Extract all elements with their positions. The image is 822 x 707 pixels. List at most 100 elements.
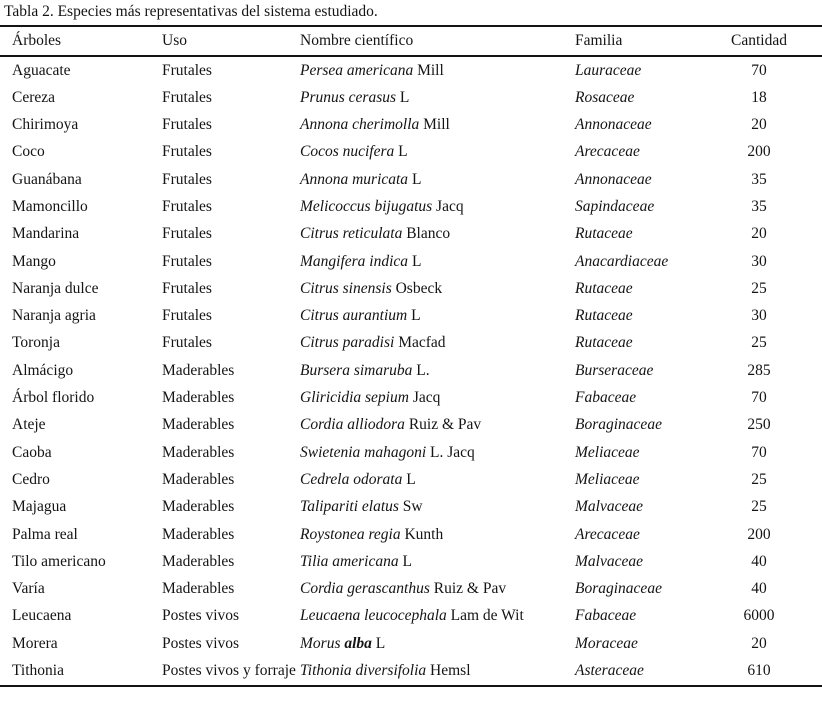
table-row: Mango Frutales Mangifera indica L Anacardia… — [0, 248, 822, 275]
scientific-name: Annona cherimolla — [300, 116, 420, 134]
cell-uso: Frutales — [162, 334, 212, 352]
table-row: Naranja agria Frutales Citrus aurantium L R… — [0, 303, 822, 330]
cell-arbol: Mandarina — [12, 225, 80, 243]
cell-cantidad: 70 — [751, 443, 767, 461]
cell-cantidad: 20 — [751, 116, 767, 134]
cell-arbol: Leucaena — [12, 607, 72, 625]
cell-nombre-cientifico: Tilia americana L — [300, 552, 412, 570]
table-row: Mamoncillo Frutales Melicoccus bijugatus J… — [0, 193, 822, 220]
scientific-name: Cedrela odorata — [300, 470, 403, 488]
cell-cantidad: 30 — [751, 252, 767, 270]
cell-familia: Boraginaceae — [575, 576, 722, 603]
family-name: Malvaceae — [575, 498, 643, 516]
family-name: Burseraceae — [575, 361, 654, 379]
cell-familia: Burseraceae — [575, 357, 722, 384]
table-body: Aguacate Frutales Persea americana Mill Lau… — [0, 56, 822, 686]
cell-uso: Frutales — [162, 225, 212, 243]
cell-cantidad: 610 — [747, 662, 771, 680]
cell-nombre-cientifico: Cedrela odorata L — [300, 470, 416, 488]
cell-familia: Fabaceae — [575, 603, 722, 630]
scientific-name: Cocos nucifera — [300, 143, 395, 161]
scientific-name: Morus — [300, 634, 341, 652]
scientific-name: Tithonia diversifolia — [300, 662, 427, 680]
family-name: Rutaceae — [575, 334, 633, 352]
table-row: Coco Frutales Cocos nucifera L Arecaceae 200 — [0, 139, 822, 166]
table-row: Chirimoya Frutales Annona cherimolla Mill A… — [0, 112, 822, 139]
family-name: Arecaceae — [575, 525, 640, 543]
scientific-name: Citrus aurantium — [300, 307, 408, 325]
table-row: Majagua Maderables Talipariti elatus Sw Mal… — [0, 494, 822, 521]
column-header-uso: Uso — [162, 32, 187, 49]
cell-arbol: Caoba — [12, 443, 52, 461]
cell-familia: Rutaceae — [575, 330, 722, 357]
table-row: Tithonia Postes vivos y forraje Tithonia d… — [0, 658, 822, 686]
cell-familia: Moraceae — [575, 630, 722, 657]
cell-cantidad: 25 — [751, 498, 767, 516]
table-row: Almácigo Maderables Bursera simaruba L. Bur… — [0, 357, 822, 384]
table-row: Cereza Frutales Prunus cerasus L Rosaceae 18 — [0, 84, 822, 111]
table-row: Morera Postes vivos Morus alba L Moraceae 20 — [0, 630, 822, 657]
cell-cantidad: 40 — [751, 580, 767, 598]
table-row: Naranja dulce Frutales Citrus sinensis Osb… — [0, 275, 822, 302]
cell-arbol: Tithonia — [12, 662, 64, 680]
table-row: Toronja Frutales Citrus paradisi Macfad Rut… — [0, 330, 822, 357]
cell-arbol: Palma real — [12, 525, 78, 543]
scientific-name: Swietenia mahagoni — [300, 443, 427, 461]
cell-cantidad: 30 — [751, 307, 767, 325]
cell-nombre-cientifico: Citrus sinensis Osbeck — [300, 279, 443, 297]
scientific-name: Roystonea regia — [300, 525, 401, 543]
family-name: Rutaceae — [575, 279, 633, 297]
scientific-name: Mangifera indica — [300, 252, 409, 270]
family-name: Moraceae — [575, 634, 638, 652]
cell-familia: Lauraceae — [575, 56, 722, 84]
cell-arbol: Toronja — [12, 334, 60, 352]
cell-nombre-cientifico: Roystonea regia Kunth — [300, 525, 444, 543]
family-name: Meliaceae — [575, 470, 640, 488]
cell-arbol: Ateje — [12, 416, 46, 434]
column-header-familia: Familia — [575, 32, 623, 49]
cell-arbol: Naranja dulce — [12, 279, 99, 297]
table-row: Ateje Maderables Cordia alliodora Ruiz & P… — [0, 412, 822, 439]
cell-nombre-cientifico: Gliricidia sepium Jacq — [300, 389, 441, 407]
table-row: Varía Maderables Cordia gerascanthus Ruiz … — [0, 576, 822, 603]
family-name: Anacardiaceae — [575, 252, 669, 270]
cell-uso: Maderables — [162, 389, 235, 407]
cell-familia: Asteraceae — [575, 658, 722, 686]
cell-arbol: Mango — [12, 252, 56, 270]
cell-arbol: Chirimoya — [12, 116, 79, 134]
scientific-name: Bursera simaruba — [300, 361, 413, 379]
cell-nombre-cientifico: Prunus cerasus L — [300, 88, 410, 106]
cell-cantidad: 200 — [747, 525, 771, 543]
table-row: Mandarina Frutales Citrus reticulata Blanc… — [0, 221, 822, 248]
table-row: Árbol florido Maderables Gliricidia sepium… — [0, 385, 822, 412]
cell-uso: Maderables — [162, 416, 235, 434]
cell-familia: Arecaceae — [575, 521, 722, 548]
cell-arbol: Tilo americano — [12, 552, 106, 570]
family-name: Sapindaceae — [575, 197, 655, 215]
cell-uso: Frutales — [162, 307, 212, 325]
cell-cantidad: 40 — [751, 552, 767, 570]
cell-nombre-cientifico: Bursera simaruba L. — [300, 361, 430, 379]
family-name: Arecaceae — [575, 143, 640, 161]
cell-arbol: Aguacate — [12, 61, 71, 79]
cell-familia: Sapindaceae — [575, 193, 722, 220]
family-name: Meliaceae — [575, 443, 640, 461]
cell-familia: Rutaceae — [575, 303, 722, 330]
family-name: Annonaceae — [575, 116, 652, 134]
scientific-name: Citrus reticulata — [300, 225, 403, 243]
cell-nombre-cientifico: Swietenia mahagoni L. Jacq — [300, 443, 475, 461]
cell-uso: Frutales — [162, 252, 212, 270]
cell-cantidad: 35 — [751, 197, 767, 215]
scientific-name: Cordia alliodora — [300, 416, 405, 434]
table-row: Cedro Maderables Cedrela odorata L Meliacea… — [0, 466, 822, 493]
cell-nombre-cientifico: Cordia gerascanthus Ruiz & Pav — [300, 580, 507, 598]
cell-uso: Maderables — [162, 443, 235, 461]
cell-uso: Maderables — [162, 580, 235, 598]
cell-cantidad: 25 — [751, 470, 767, 488]
cell-arbol: Árbol florido — [12, 389, 95, 407]
cell-familia: Arecaceae — [575, 139, 722, 166]
scientific-name: Prunus cerasus — [300, 88, 397, 106]
table-row: Guanábana Frutales Annona muricata L Annona… — [0, 166, 822, 193]
cell-cantidad: 35 — [751, 170, 767, 188]
